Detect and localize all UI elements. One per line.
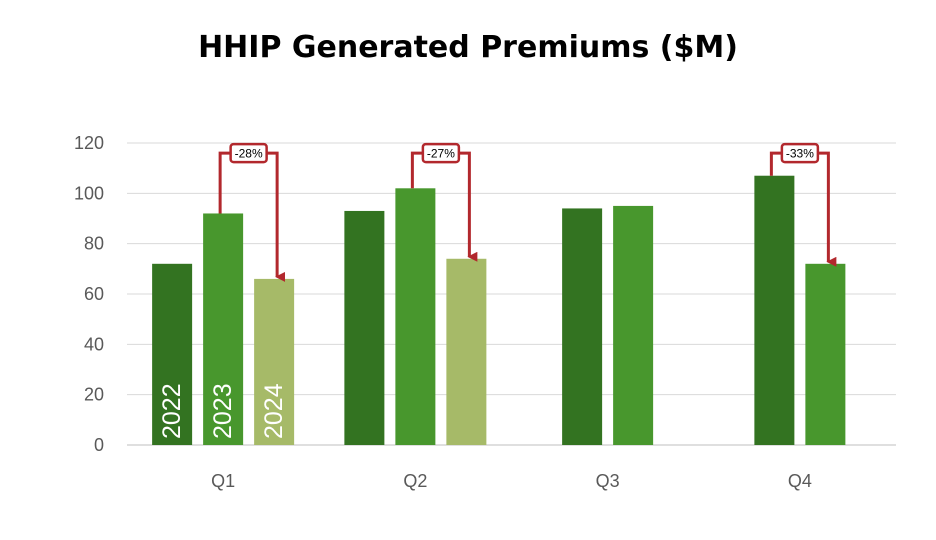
y-tick-label: 60 [84, 284, 104, 304]
bar-q4-2023 [805, 263, 846, 445]
change-label: -33% [786, 147, 814, 161]
chart-title: HHIP Generated Premiums ($M) [198, 30, 738, 65]
bar-q1-2022 [152, 263, 193, 445]
change-label-box [229, 142, 268, 164]
series-label: 2023 [209, 383, 237, 439]
bar-q2-2022 [344, 210, 385, 445]
bars: 2022 2023 2024 [152, 175, 846, 446]
bar-q2-2023 [395, 188, 436, 446]
x-tick-label: Q4 [788, 471, 812, 491]
bar-q2-2024 [446, 258, 487, 445]
change-label-box [421, 142, 461, 164]
bar-q3-2022 [562, 208, 603, 445]
change-label: -28% [235, 147, 263, 161]
series-label: 2024 [260, 383, 288, 439]
series-label: 2022 [158, 383, 186, 439]
bar-q3-2023 [613, 205, 654, 445]
x-tick-label: Q2 [403, 471, 427, 491]
y-tick-label: 0 [94, 435, 104, 455]
bar-q1-2024 [254, 278, 295, 445]
x-tick-label: Q1 [211, 471, 235, 491]
change-label: -27% [427, 147, 455, 161]
y-axis: 0 20 40 60 80 100 120 [74, 133, 104, 455]
bar-q1-2023 [203, 213, 244, 445]
y-tick-label: 20 [84, 385, 104, 405]
x-tick-label: Q3 [596, 471, 620, 491]
y-tick-label: 40 [84, 334, 104, 354]
bar-q4-2022 [754, 175, 795, 445]
x-axis: Q1 Q2 Q3 Q4 [211, 471, 812, 491]
change-label-box [780, 142, 820, 164]
y-tick-label: 100 [74, 183, 104, 203]
y-tick-label: 80 [84, 234, 104, 254]
y-tick-label: 120 [74, 133, 104, 153]
annotations: -28% -27% -33% [218, 142, 837, 282]
